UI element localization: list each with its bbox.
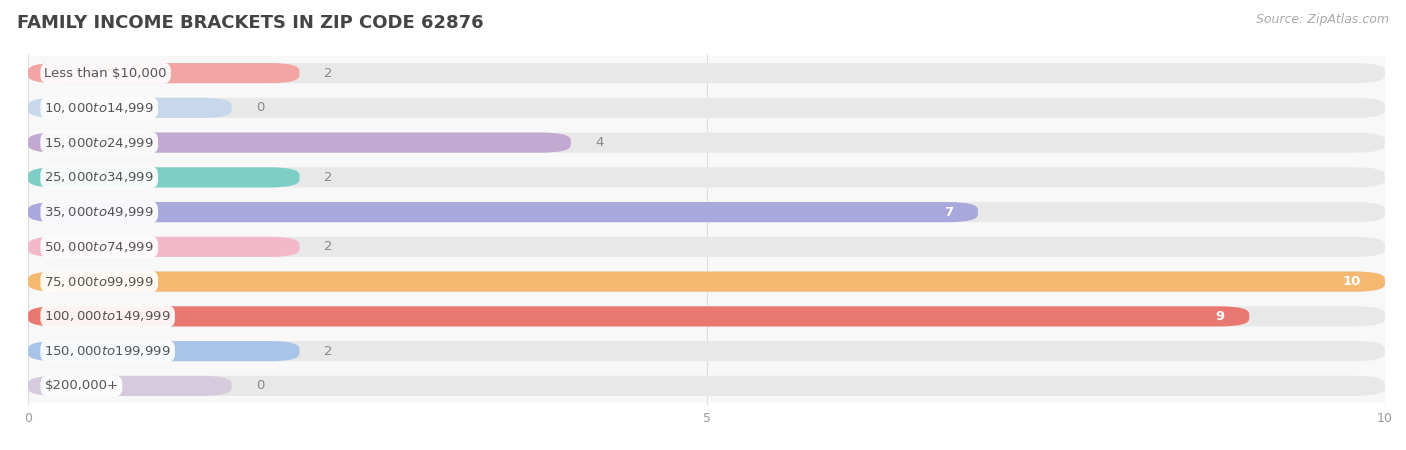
FancyBboxPatch shape (28, 376, 1385, 396)
FancyBboxPatch shape (28, 306, 1250, 326)
Text: 2: 2 (323, 240, 332, 253)
Text: $150,000 to $199,999: $150,000 to $199,999 (45, 344, 172, 358)
Text: 7: 7 (945, 206, 953, 219)
FancyBboxPatch shape (0, 125, 1406, 160)
Text: Source: ZipAtlas.com: Source: ZipAtlas.com (1256, 14, 1389, 27)
FancyBboxPatch shape (28, 167, 1385, 188)
FancyBboxPatch shape (0, 334, 1406, 369)
FancyBboxPatch shape (28, 341, 299, 361)
FancyBboxPatch shape (0, 160, 1406, 195)
Text: 9: 9 (1216, 310, 1225, 323)
Text: $50,000 to $74,999: $50,000 to $74,999 (45, 240, 155, 254)
Text: 0: 0 (256, 379, 264, 392)
FancyBboxPatch shape (28, 63, 299, 83)
FancyBboxPatch shape (0, 90, 1406, 125)
FancyBboxPatch shape (28, 167, 299, 188)
Text: $10,000 to $14,999: $10,000 to $14,999 (45, 101, 155, 115)
Text: 0: 0 (256, 101, 264, 114)
FancyBboxPatch shape (28, 237, 299, 257)
FancyBboxPatch shape (0, 264, 1406, 299)
Text: $200,000+: $200,000+ (45, 379, 118, 392)
FancyBboxPatch shape (28, 133, 1385, 153)
FancyBboxPatch shape (0, 230, 1406, 264)
Text: $75,000 to $99,999: $75,000 to $99,999 (45, 274, 155, 288)
Text: $100,000 to $149,999: $100,000 to $149,999 (45, 310, 172, 324)
FancyBboxPatch shape (28, 376, 232, 396)
FancyBboxPatch shape (28, 271, 1385, 292)
FancyBboxPatch shape (28, 202, 979, 222)
FancyBboxPatch shape (28, 237, 1385, 257)
FancyBboxPatch shape (28, 202, 1385, 222)
FancyBboxPatch shape (28, 98, 232, 118)
FancyBboxPatch shape (0, 369, 1406, 403)
Text: 4: 4 (595, 136, 603, 149)
Text: FAMILY INCOME BRACKETS IN ZIP CODE 62876: FAMILY INCOME BRACKETS IN ZIP CODE 62876 (17, 14, 484, 32)
Text: $25,000 to $34,999: $25,000 to $34,999 (45, 171, 155, 184)
FancyBboxPatch shape (28, 306, 1385, 326)
Text: $15,000 to $24,999: $15,000 to $24,999 (45, 135, 155, 149)
FancyBboxPatch shape (0, 299, 1406, 334)
Text: 10: 10 (1343, 275, 1361, 288)
FancyBboxPatch shape (28, 133, 571, 153)
FancyBboxPatch shape (0, 195, 1406, 230)
Text: 2: 2 (323, 171, 332, 184)
Text: $35,000 to $49,999: $35,000 to $49,999 (45, 205, 155, 219)
FancyBboxPatch shape (28, 271, 1385, 292)
FancyBboxPatch shape (28, 341, 1385, 361)
Text: 2: 2 (323, 345, 332, 358)
FancyBboxPatch shape (0, 56, 1406, 90)
FancyBboxPatch shape (28, 63, 1385, 83)
Text: Less than $10,000: Less than $10,000 (45, 67, 167, 80)
FancyBboxPatch shape (28, 98, 1385, 118)
Text: 2: 2 (323, 67, 332, 80)
